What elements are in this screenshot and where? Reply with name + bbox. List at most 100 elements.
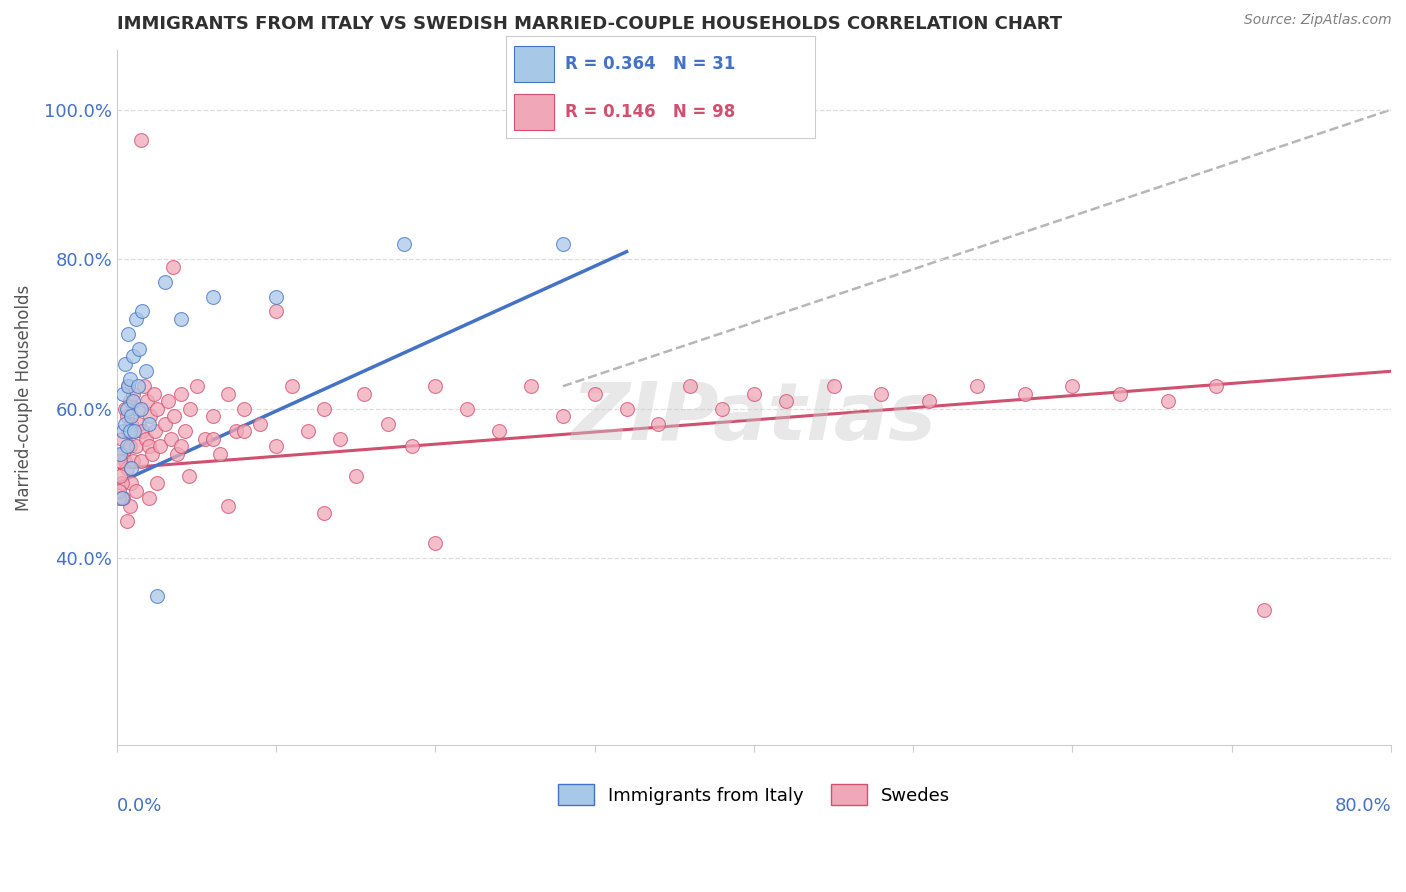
Point xyxy=(392,237,415,252)
Bar xyxy=(513,45,554,82)
Point xyxy=(425,536,447,550)
Point xyxy=(1014,386,1036,401)
Point xyxy=(122,349,145,363)
Point xyxy=(129,132,152,146)
Point xyxy=(131,304,153,318)
Text: 0.0%: 0.0% xyxy=(117,797,162,815)
Point xyxy=(120,461,142,475)
Point xyxy=(135,364,157,378)
Point xyxy=(201,289,224,303)
Point xyxy=(112,386,135,401)
Point xyxy=(146,589,169,603)
Point xyxy=(120,476,142,491)
Point xyxy=(127,401,149,416)
Point xyxy=(264,439,287,453)
Point xyxy=(107,483,129,498)
Text: R = 0.364   N = 31: R = 0.364 N = 31 xyxy=(565,55,735,73)
Point xyxy=(111,491,134,506)
Text: R = 0.146   N = 98: R = 0.146 N = 98 xyxy=(565,103,735,121)
Point xyxy=(249,417,271,431)
Point xyxy=(918,394,941,409)
Text: ZIPatlas: ZIPatlas xyxy=(571,379,936,458)
Point xyxy=(141,446,163,460)
Point xyxy=(129,401,152,416)
Point xyxy=(107,491,129,506)
Point xyxy=(111,476,134,491)
Point xyxy=(118,394,141,409)
Legend: Immigrants from Italy, Swedes: Immigrants from Italy, Swedes xyxy=(550,777,957,813)
Point xyxy=(111,432,134,446)
Point xyxy=(108,454,131,468)
Point xyxy=(488,424,510,438)
Point xyxy=(112,424,135,438)
Point xyxy=(118,424,141,438)
Point xyxy=(177,469,200,483)
Point xyxy=(193,432,215,446)
Point xyxy=(131,424,153,438)
Point xyxy=(647,417,669,431)
Point xyxy=(201,409,224,424)
Point xyxy=(146,401,169,416)
Point xyxy=(139,409,162,424)
Point xyxy=(966,379,988,393)
Point xyxy=(114,417,136,431)
Point xyxy=(456,401,478,416)
Point xyxy=(124,424,146,438)
Point xyxy=(149,439,172,453)
Point xyxy=(125,439,148,453)
Point xyxy=(128,417,150,431)
Point xyxy=(174,424,197,438)
Point xyxy=(108,446,131,460)
Point xyxy=(114,357,136,371)
Point xyxy=(115,439,138,453)
Text: Source: ZipAtlas.com: Source: ZipAtlas.com xyxy=(1244,13,1392,28)
Point xyxy=(186,379,208,393)
Bar xyxy=(513,95,554,130)
Point xyxy=(233,401,256,416)
Point xyxy=(125,312,148,326)
Point xyxy=(160,432,183,446)
Point xyxy=(170,312,193,326)
Point xyxy=(616,401,638,416)
Point xyxy=(125,483,148,498)
Point xyxy=(138,439,160,453)
Point xyxy=(117,424,139,438)
Point xyxy=(153,417,176,431)
Point xyxy=(225,424,247,438)
Point xyxy=(170,386,193,401)
Point xyxy=(1205,379,1227,393)
Point xyxy=(153,275,176,289)
Point xyxy=(142,386,165,401)
Point xyxy=(312,401,335,416)
Point xyxy=(138,417,160,431)
Point xyxy=(329,432,352,446)
Point xyxy=(233,424,256,438)
Point xyxy=(156,394,179,409)
Point xyxy=(742,386,765,401)
Point xyxy=(711,401,734,416)
Point xyxy=(377,417,399,431)
Point xyxy=(122,454,145,468)
Point xyxy=(166,446,188,460)
Point xyxy=(112,491,135,506)
Point xyxy=(108,469,131,483)
Point xyxy=(1253,603,1275,617)
Point xyxy=(312,506,335,520)
Point xyxy=(122,386,145,401)
Point xyxy=(120,417,142,431)
Point xyxy=(112,446,135,460)
Point xyxy=(143,424,166,438)
Point xyxy=(297,424,319,438)
Point xyxy=(170,439,193,453)
Point xyxy=(551,409,574,424)
Point xyxy=(115,514,138,528)
Point xyxy=(118,372,141,386)
Point xyxy=(135,432,157,446)
Point xyxy=(1109,386,1132,401)
Text: IMMIGRANTS FROM ITALY VS SWEDISH MARRIED-COUPLE HOUSEHOLDS CORRELATION CHART: IMMIGRANTS FROM ITALY VS SWEDISH MARRIED… xyxy=(117,15,1062,33)
Point xyxy=(127,379,149,393)
Point xyxy=(136,394,159,409)
Point xyxy=(129,454,152,468)
Point xyxy=(520,379,543,393)
Point xyxy=(1157,394,1180,409)
